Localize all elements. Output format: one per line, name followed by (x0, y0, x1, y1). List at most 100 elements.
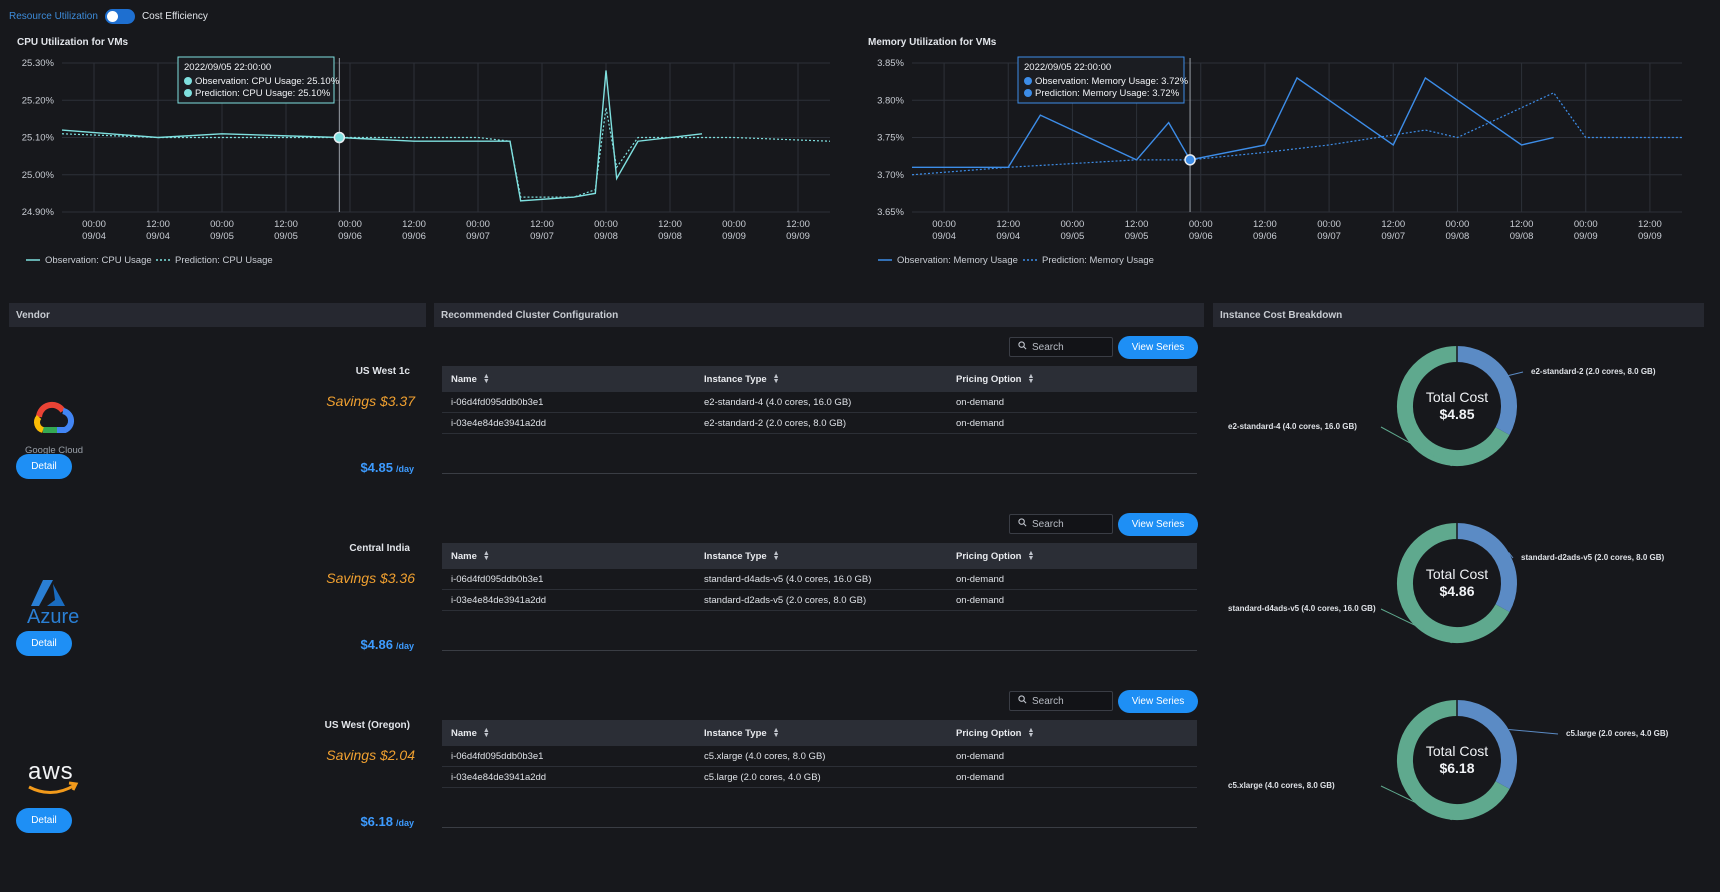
view-series-button[interactable]: View Series (1118, 513, 1198, 536)
table-row[interactable]: i-03e4e84de3941a2dd c5.large (2.0 cores,… (442, 767, 1197, 788)
column-header-label: Instance Type (704, 373, 767, 385)
search-input[interactable]: Search (1009, 691, 1113, 711)
prediction-series-line[interactable] (911, 92, 1682, 176)
donut-slice-small[interactable] (1456, 700, 1517, 789)
vendor-region: Central India (349, 543, 410, 554)
column-header-name[interactable]: Name ▲ ▼ (442, 720, 695, 746)
cluster-config-block: Search View Series Name ▲ ▼ Instance Type ▲… (442, 336, 1198, 487)
total-cost-label: Total Cost (1426, 743, 1488, 759)
legend-prediction[interactable]: Prediction: Memory Usage (1042, 255, 1154, 266)
search-input[interactable]: Search (1009, 337, 1113, 357)
instance-type-cell: standard-d2ads-v5 (2.0 cores, 8.0 GB) (704, 594, 867, 606)
x-tick-date: 09/07 (466, 231, 490, 242)
column-header-label: Name (451, 727, 477, 739)
x-tick-date: 09/07 (1317, 231, 1341, 242)
tooltip-observation: Observation: CPU Usage: 25.10% (195, 76, 340, 87)
column-header-instance-type[interactable]: Instance Type ▲ ▼ (695, 720, 947, 746)
donut-slice-small[interactable] (1456, 346, 1517, 435)
observation-series-line[interactable] (912, 76, 1554, 169)
view-toggle-switch[interactable] (104, 8, 135, 24)
donut-chart[interactable]: Total Cost $4.85 (1211, 344, 1720, 514)
table-row[interactable]: i-06d4fd095ddb0b3e1 standard-d4ads-v5 (4… (442, 569, 1197, 590)
sort-icon[interactable]: ▲ ▼ (1027, 727, 1035, 739)
x-tick-date: 09/05 (1125, 231, 1149, 242)
donut-slice-large[interactable] (1397, 346, 1510, 466)
cpu-chart-title: CPU Utilization for VMs (17, 37, 129, 48)
column-header-instance-type[interactable]: Instance Type ▲ ▼ (695, 366, 947, 392)
x-tick-time: 12:00 (996, 219, 1020, 230)
donut-slice-small[interactable] (1456, 523, 1517, 612)
sort-icon[interactable]: ▲ ▼ (482, 550, 490, 562)
tooltip-prediction: Prediction: Memory Usage: 3.72% (1035, 88, 1180, 99)
x-tick-date: 09/09 (786, 231, 810, 242)
vendor-row: Google Cloud US West 1c Savings $3.37 $4… (9, 363, 426, 538)
detail-button[interactable]: Detail (16, 631, 72, 656)
search-input[interactable]: Search (1009, 514, 1113, 534)
detail-button[interactable]: Detail (16, 454, 72, 479)
sort-icon[interactable]: ▲ ▼ (772, 550, 780, 562)
table-row[interactable]: i-03e4e84de3941a2dd standard-d2ads-v5 (2… (442, 590, 1197, 611)
vendor-savings: Savings $2.04 (326, 747, 415, 763)
tooltip-marker (1024, 77, 1032, 85)
x-tick-time: 00:00 (932, 219, 956, 230)
prediction-series-line[interactable] (61, 107, 831, 198)
view-series-button[interactable]: View Series (1118, 690, 1198, 713)
cost-efficiency-label[interactable]: Cost Efficiency (141, 10, 208, 22)
sort-icon[interactable]: ▲ ▼ (482, 727, 490, 739)
column-header-instance-type[interactable]: Instance Type ▲ ▼ (695, 543, 947, 569)
tooltip-date: 2022/09/05 22:00:00 (1024, 62, 1111, 73)
view-toggle-bar: Resource Utilization Cost Efficiency (9, 8, 208, 24)
sort-icon[interactable]: ▲ ▼ (1027, 550, 1035, 562)
pricing-option-cell: on-demand (956, 417, 1005, 429)
hover-point[interactable] (1184, 154, 1196, 166)
sort-icon[interactable]: ▲ ▼ (1027, 373, 1035, 385)
x-tick-time: 00:00 (594, 219, 618, 230)
legend-prediction[interactable]: Prediction: CPU Usage (175, 255, 273, 266)
aws-logo-icon (28, 781, 79, 794)
column-header-pricing-option[interactable]: Pricing Option ▲ ▼ (947, 720, 1197, 746)
resource-utilization-label[interactable]: Resource Utilization (9, 10, 98, 22)
tooltip-marker (1024, 89, 1032, 97)
donut-leader-line (1508, 371, 1524, 376)
sort-icon[interactable]: ▲ ▼ (772, 727, 780, 739)
x-tick-date: 09/05 (1061, 231, 1085, 242)
x-tick-time: 00:00 (1446, 219, 1470, 230)
memory-utilization-chart[interactable]: 3.85%3.80%3.75%3.70%3.65%00:0009/0412:00… (850, 48, 1720, 270)
vendor-panel-header: Vendor (9, 303, 426, 327)
x-tick-time: 00:00 (210, 219, 234, 230)
sort-icon[interactable]: ▲ ▼ (482, 373, 490, 385)
search-icon (1018, 341, 1027, 350)
donut-slice-large[interactable] (1397, 523, 1510, 643)
y-tick-label: 25.10% (22, 133, 55, 144)
tooltip-observation: Observation: Memory Usage: 3.72% (1035, 76, 1189, 87)
search-placeholder: Search (1032, 342, 1064, 353)
column-header-name[interactable]: Name ▲ ▼ (442, 543, 695, 569)
table-row[interactable]: i-06d4fd095ddb0b3e1 e2-standard-4 (4.0 c… (442, 392, 1197, 413)
vendor-price: $4.85/day (360, 460, 414, 475)
hover-point[interactable] (333, 131, 346, 144)
detail-button[interactable]: Detail (16, 808, 72, 833)
cpu-utilization-chart[interactable]: 25.30%25.20%25.10%25.00%24.90%00:0009/04… (0, 48, 860, 270)
table-row[interactable]: i-06d4fd095ddb0b3e1 c5.xlarge (4.0 cores… (442, 746, 1197, 767)
column-header-pricing-option[interactable]: Pricing Option ▲ ▼ (947, 543, 1197, 569)
donut-chart[interactable]: Total Cost $4.86 (1211, 521, 1720, 691)
vendor-logo-text: Google Cloud (25, 445, 84, 456)
x-tick-time: 00:00 (466, 219, 490, 230)
donut-slice-large[interactable] (1397, 700, 1510, 820)
column-header-pricing-option[interactable]: Pricing Option ▲ ▼ (947, 366, 1197, 392)
view-series-button[interactable]: View Series (1118, 336, 1198, 359)
legend-observation[interactable]: Observation: CPU Usage (45, 255, 152, 266)
legend-observation[interactable]: Observation: Memory Usage (897, 255, 1018, 266)
sort-icon[interactable]: ▲ ▼ (772, 373, 780, 385)
donut-label-large: standard-d4ads-v5 (4.0 cores, 16.0 GB) (1228, 604, 1376, 613)
x-tick-date: 09/07 (530, 231, 554, 242)
table-row[interactable]: i-03e4e84de3941a2dd e2-standard-2 (2.0 c… (442, 413, 1197, 434)
instance-table: Name ▲ ▼ Instance Type ▲ ▼ Pricing Option ▲ ▼ … (442, 720, 1197, 788)
column-header-name[interactable]: Name ▲ ▼ (442, 366, 695, 392)
cluster-config-block: Search View Series Name ▲ ▼ Instance Type ▲… (442, 513, 1198, 664)
search-placeholder: Search (1032, 696, 1064, 707)
table-header: Name ▲ ▼ Instance Type ▲ ▼ Pricing Option ▲ ▼ (442, 543, 1197, 569)
pricing-option-cell: on-demand (956, 750, 1005, 762)
donut-chart[interactable]: Total Cost $6.18 (1211, 698, 1720, 868)
x-tick-date: 09/04 (82, 231, 106, 242)
